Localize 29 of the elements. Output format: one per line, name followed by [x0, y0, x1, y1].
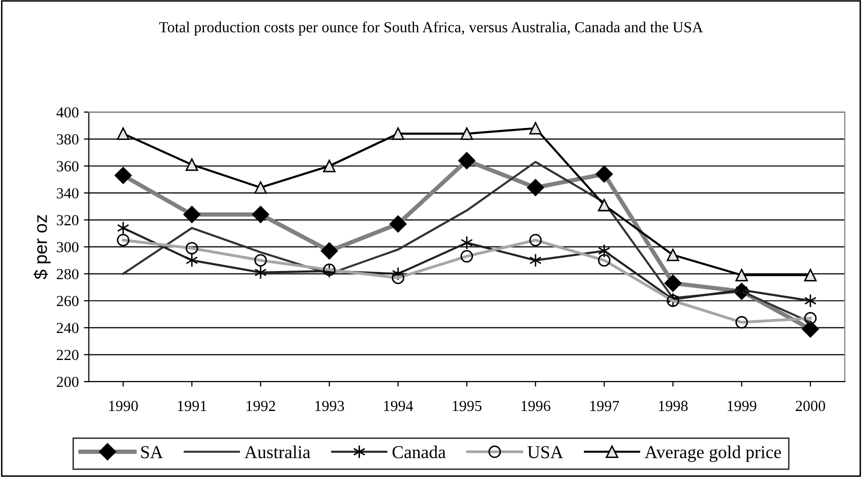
y-tick-label: 240	[56, 322, 78, 334]
x-tick-label: 1995	[452, 400, 482, 412]
y-tick-label: 320	[56, 215, 78, 226]
y-axis-title: $ per oz	[33, 215, 51, 280]
y-tick-label: 400	[56, 107, 78, 118]
y-tick-label: 300	[56, 242, 78, 252]
x-tick-label: 1990	[109, 400, 138, 412]
y-tick-label: 220	[56, 350, 78, 360]
y-tick-label: 340	[56, 188, 78, 198]
y-tick-label: 200	[56, 376, 78, 388]
x-tick-label: 1998	[659, 400, 688, 412]
x-tick-label: 1991	[178, 400, 206, 412]
chart-title: Total production costs per ounce for South Africa, versus Australia, Canada and the USA	[159, 21, 703, 36]
legend-label: Australia	[244, 446, 310, 458]
x-tick-label: 2000	[796, 400, 826, 412]
y-tick-label: 260	[56, 296, 78, 306]
y-tick-label: 280	[56, 268, 78, 280]
legend-label: USA	[528, 446, 564, 458]
legend-label: Average gold price	[644, 446, 781, 462]
x-tick-label: 1993	[315, 400, 344, 412]
y-tick-label: 360	[56, 161, 78, 172]
x-tick-label: 1996	[522, 400, 550, 412]
x-tick-label: 1992	[246, 400, 276, 412]
legend-label: Canada	[392, 446, 446, 458]
x-tick-label: 1997	[590, 400, 620, 412]
x-tick-label: 1999	[728, 400, 756, 412]
y-tick-label: 380	[56, 134, 78, 144]
x-tick-label: 1994	[384, 400, 414, 412]
legend-label: SA	[141, 446, 163, 458]
